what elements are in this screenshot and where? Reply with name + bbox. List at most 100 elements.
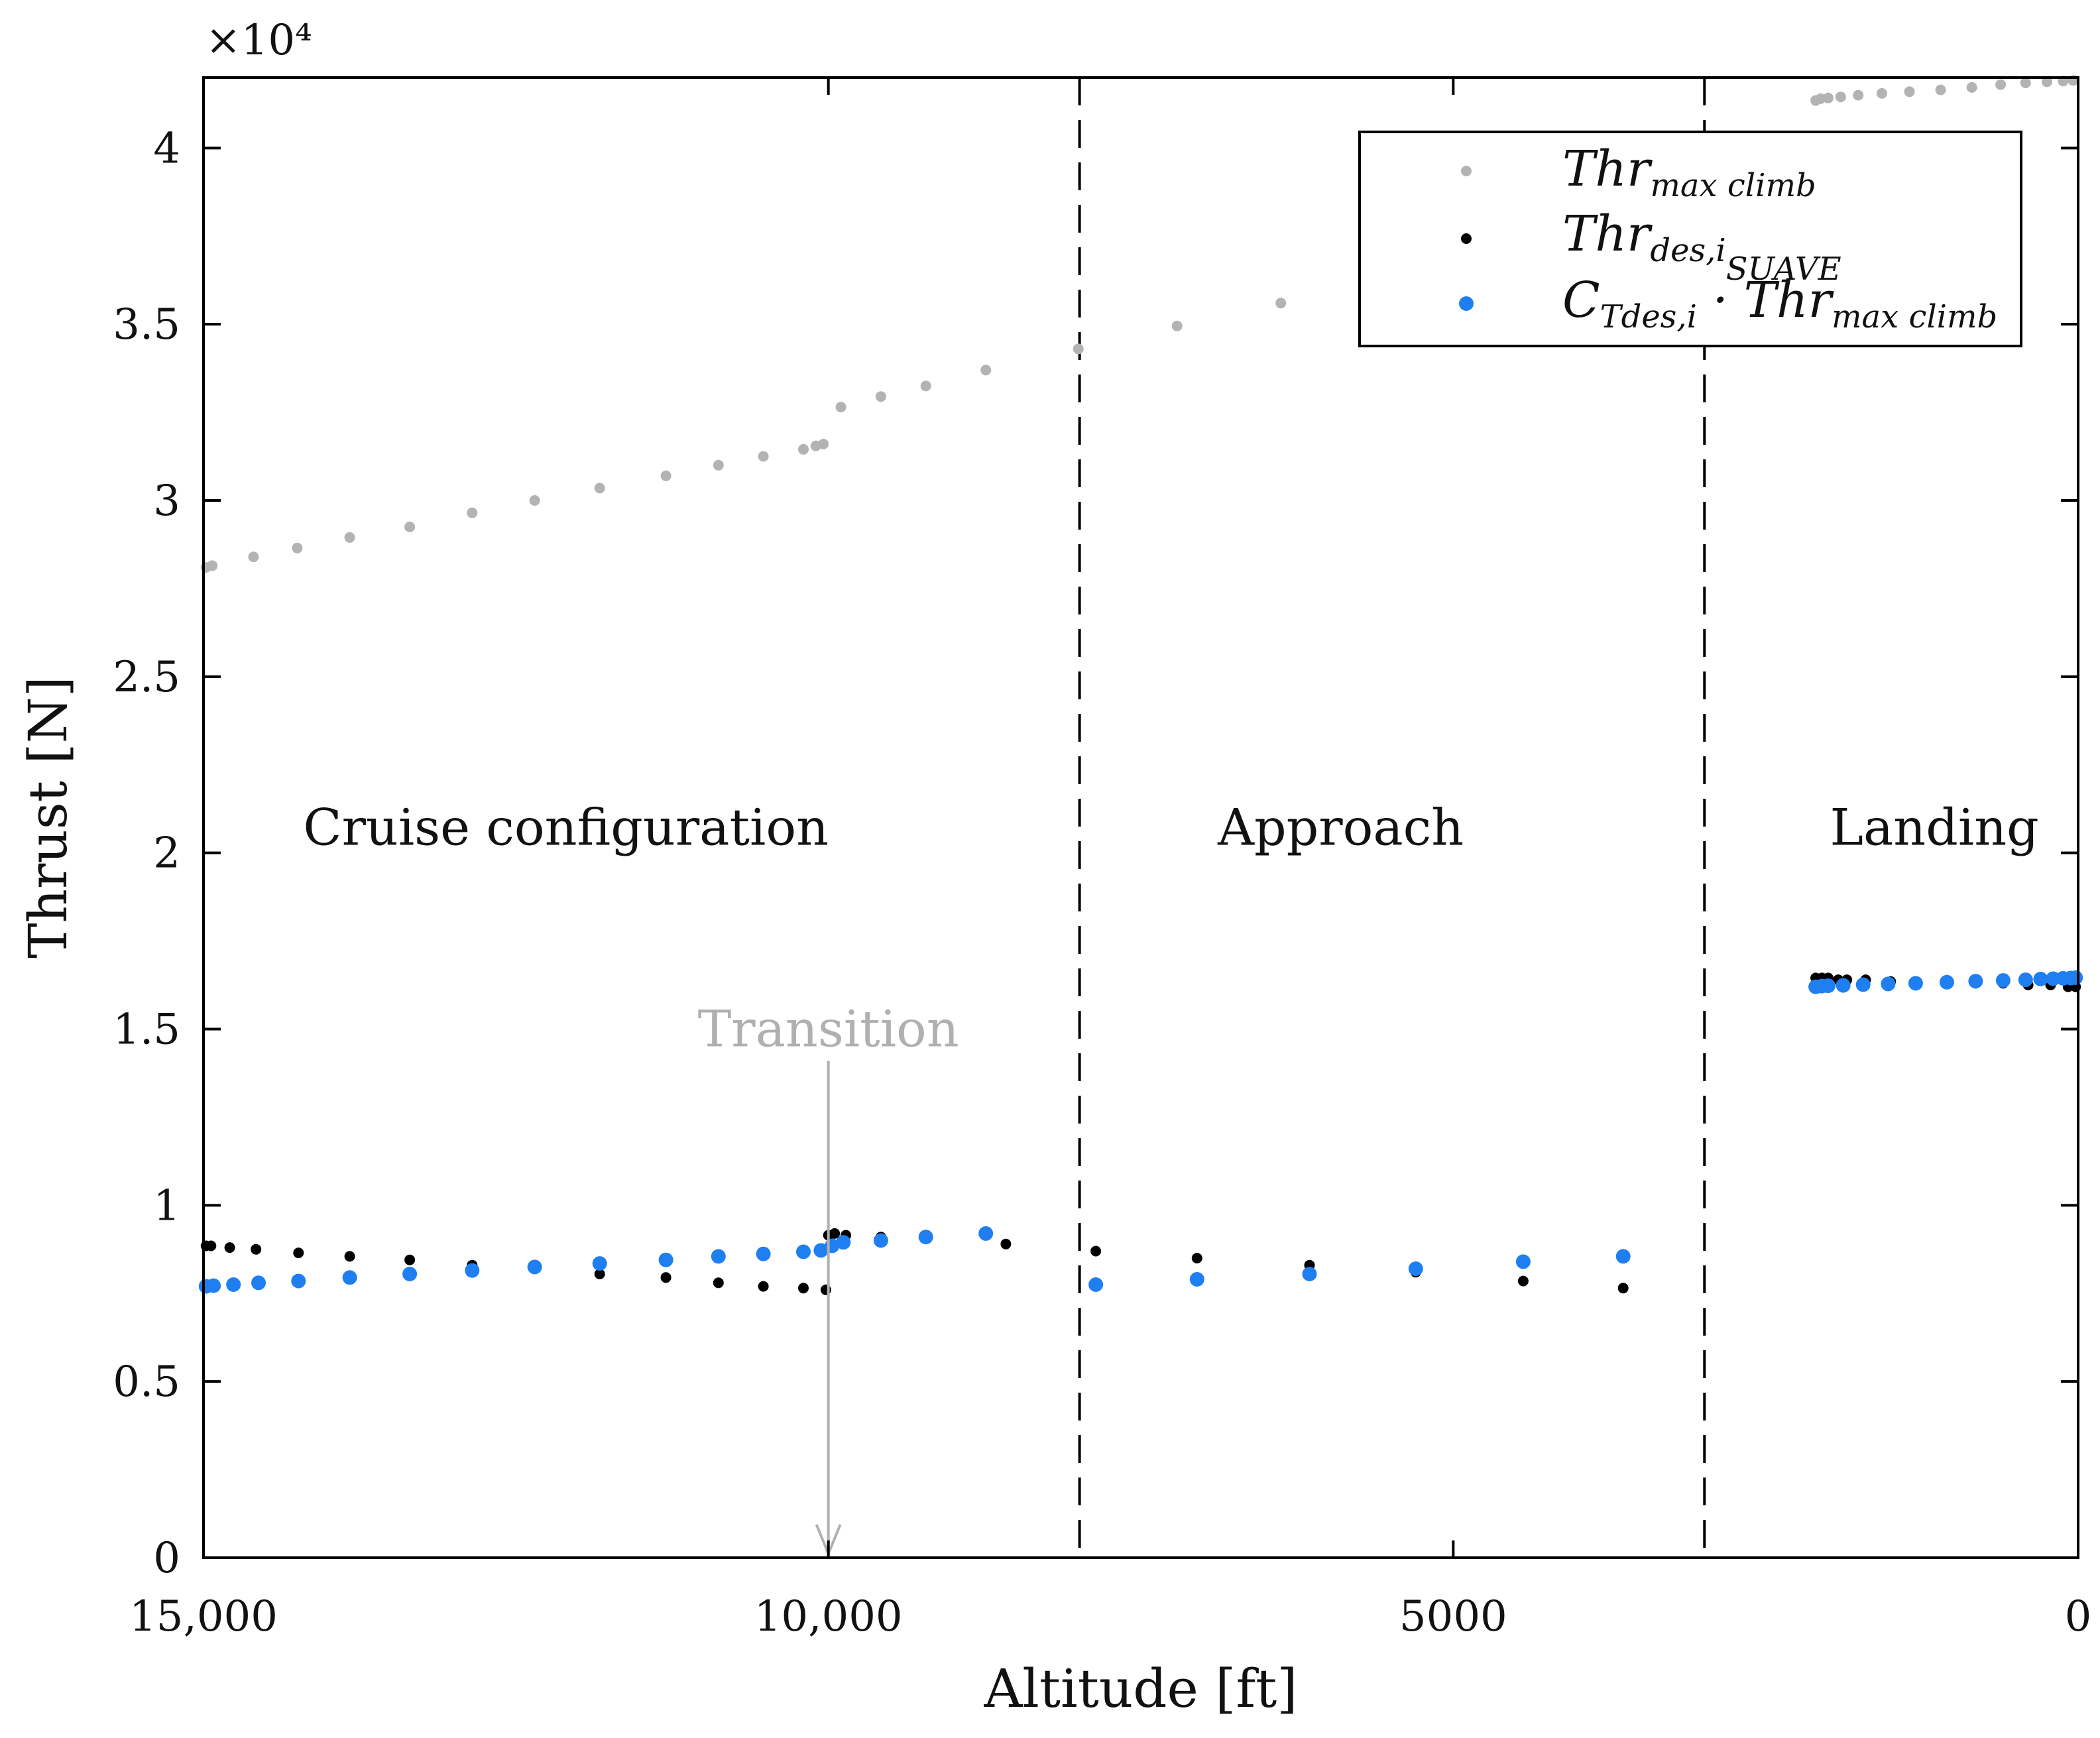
region-label-2: Landing	[1830, 798, 2039, 857]
point-suave	[293, 1247, 304, 1259]
point-ct_product	[342, 1270, 357, 1285]
y-tick-label: 0.5	[113, 1358, 180, 1407]
point-suave	[594, 1269, 605, 1279]
region-label-0: Cruise configuration	[303, 798, 829, 857]
point-ct_product	[1908, 976, 1923, 991]
point-ct_product	[592, 1256, 607, 1271]
point-ct_product	[1968, 974, 1983, 989]
point-ct_product	[1995, 973, 2011, 988]
y-tick-label: 4	[153, 124, 180, 173]
point-ct_product	[918, 1230, 933, 1245]
point-max_climb	[1966, 82, 1977, 93]
axis-ticks: 15,000 10,000 5000 0 0 0.5 1 1.5 2 2.5 3 3.5 4	[113, 78, 2091, 1641]
point-ct_product	[2033, 972, 2048, 986]
point-ct_product	[836, 1235, 851, 1250]
region-labels: Cruise configuration Approach Landing	[303, 798, 2038, 857]
point-suave	[344, 1251, 355, 1262]
point-suave	[798, 1283, 809, 1294]
point-ct_product	[251, 1275, 266, 1291]
x-tick-label: 15,000	[129, 1592, 278, 1641]
point-ct_product	[796, 1244, 811, 1259]
point-ct_product	[527, 1259, 542, 1275]
transition-label: Transition	[698, 1000, 959, 1059]
x-tick-label: 0	[2065, 1592, 2092, 1641]
y-tick-label: 3.5	[113, 300, 180, 349]
point-ct_product	[206, 1278, 221, 1293]
point-max_climb	[798, 443, 809, 455]
point-max_climb	[980, 365, 992, 376]
point-ct_product	[291, 1273, 306, 1289]
phase-boundary-lines	[1078, 78, 1706, 1558]
point-ct_product	[1820, 978, 1836, 994]
legend-entry-suave: Thrdes,iSUAVE	[1562, 205, 1841, 288]
y-tick-label: 1	[153, 1181, 180, 1230]
point-ct_product	[873, 1233, 888, 1248]
series-ct_product	[198, 970, 2083, 1294]
y-tick-label: 2.5	[113, 653, 180, 702]
y-tick-label: 3	[153, 477, 180, 526]
point-max_climb	[248, 551, 259, 563]
point-suave	[713, 1277, 724, 1289]
point-suave	[224, 1242, 235, 1253]
point-max_climb	[713, 459, 724, 471]
point-max_climb	[1822, 92, 1834, 103]
point-ct_product	[711, 1249, 726, 1264]
point-max_climb	[818, 438, 829, 449]
point-suave	[1000, 1238, 1012, 1249]
legend: Thrmax climb Thrdes,iSUAVE CTdes,i · Thr…	[1358, 131, 2022, 347]
point-ct_product	[1515, 1254, 1531, 1269]
point-max_climb	[404, 521, 416, 532]
scatter-series	[198, 75, 2083, 1295]
point-suave	[1090, 1246, 1102, 1257]
point-max_climb	[758, 451, 769, 462]
point-max_climb	[1877, 87, 1887, 99]
point-ct_product	[658, 1252, 673, 1267]
point-suave	[1191, 1253, 1202, 1264]
point-suave	[205, 1240, 217, 1251]
point-ct_product	[2018, 972, 2033, 988]
point-ct_product	[1615, 1249, 1631, 1264]
point-suave	[829, 1228, 841, 1239]
point-max_climb	[529, 495, 540, 506]
legend-marker-max-climb	[1461, 166, 1472, 176]
point-ct_product	[756, 1246, 771, 1261]
point-max_climb	[207, 560, 218, 571]
point-ct_product	[1836, 978, 1851, 993]
point-max_climb	[1171, 320, 1183, 331]
point-max_climb	[2020, 78, 2031, 88]
y-exponent-label: ×10⁴	[205, 16, 312, 65]
point-ct_product	[1088, 1277, 1104, 1292]
point-ct_product	[465, 1263, 480, 1278]
point-max_climb	[344, 532, 355, 543]
point-max_climb	[1835, 91, 1846, 103]
point-ct_product	[402, 1267, 418, 1281]
point-max_climb	[467, 507, 478, 518]
point-ct_product	[226, 1277, 241, 1292]
point-ct_product	[978, 1226, 994, 1241]
point-max_climb	[835, 402, 846, 413]
point-max_climb	[660, 470, 671, 481]
point-ct_product	[1302, 1267, 1317, 1281]
transition-annotation: Transition	[698, 1000, 959, 1558]
x-axis-label: Altitude [ft]	[984, 1658, 1298, 1719]
point-suave	[660, 1272, 671, 1283]
point-max_climb	[1995, 79, 2007, 90]
x-tick-label: 10,000	[754, 1592, 903, 1641]
y-tick-label: 2	[153, 829, 180, 878]
point-max_climb	[1853, 89, 1864, 101]
point-ct_product	[1940, 974, 1954, 990]
series-max_climb	[200, 75, 2079, 573]
legend-marker-ct-product	[1459, 296, 1474, 311]
point-max_climb	[1073, 343, 1084, 355]
point-max_climb	[2041, 76, 2052, 87]
point-ct_product	[1408, 1261, 1423, 1276]
point-ct_product	[1855, 977, 1871, 992]
point-ct_product	[2068, 970, 2083, 985]
point-suave	[1517, 1275, 1529, 1287]
y-axis-label: Thrust [N]	[17, 676, 79, 958]
point-max_climb	[1935, 84, 1946, 95]
point-max_climb	[292, 542, 303, 553]
point-suave	[1617, 1283, 1629, 1294]
point-max_climb	[594, 483, 605, 494]
